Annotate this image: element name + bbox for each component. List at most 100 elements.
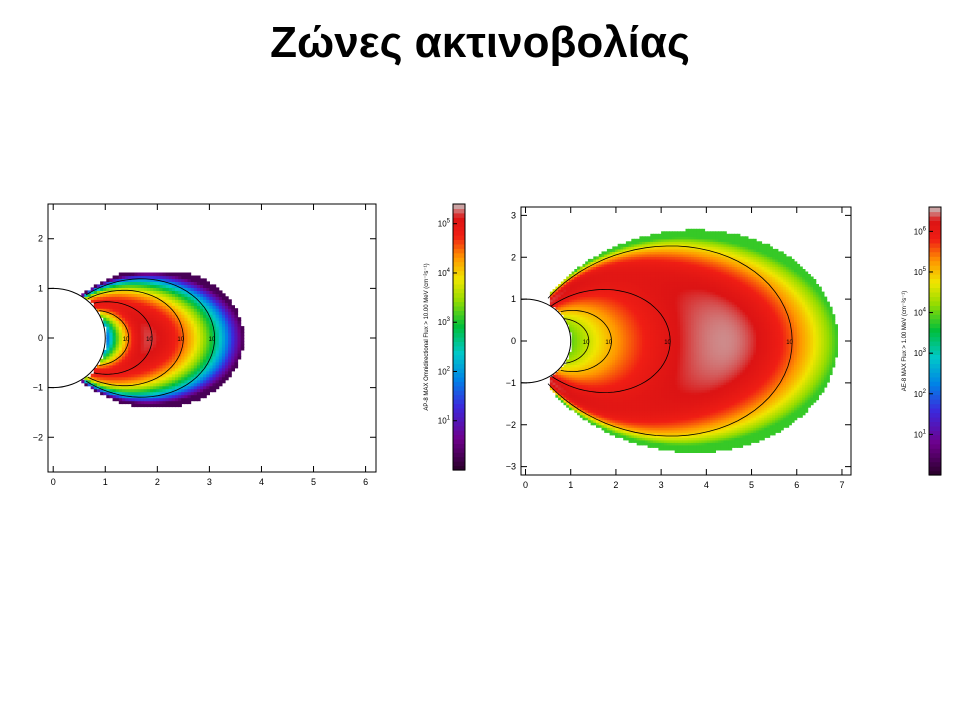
flux-cell — [100, 358, 104, 363]
flux-cell — [625, 394, 630, 398]
flux-cell — [617, 316, 621, 320]
flux-cell — [571, 331, 575, 335]
flux-cell — [181, 311, 185, 315]
flux-cell — [100, 299, 104, 303]
flux-cell — [563, 402, 567, 406]
flux-cell — [563, 392, 567, 396]
flux-cell — [218, 382, 223, 387]
flux-cell — [165, 296, 170, 300]
flux-cell — [146, 382, 151, 387]
flux-cell — [582, 359, 586, 363]
flux-cell — [178, 341, 182, 345]
flux-cell — [568, 279, 573, 283]
flux-cell — [187, 272, 192, 277]
flux-cell — [549, 301, 554, 305]
flux-cell — [206, 311, 210, 315]
flux-cell — [601, 344, 605, 348]
flux-cell — [587, 336, 592, 340]
flux-cell — [585, 296, 589, 300]
flux-cell — [203, 352, 207, 357]
flux-cell — [579, 289, 584, 293]
colorbar-cell — [453, 350, 465, 356]
flux-cell — [178, 349, 182, 354]
flux-cell — [593, 422, 597, 426]
flux-cell — [563, 397, 567, 401]
flux-cell — [212, 379, 217, 384]
flux-cell — [661, 412, 665, 416]
flux-cell — [642, 354, 646, 358]
flux-cell — [552, 389, 556, 393]
flux-cell — [634, 246, 638, 250]
flux-cell — [631, 424, 635, 428]
flux-cell — [620, 269, 624, 273]
flux-cell — [655, 261, 659, 265]
flux-cell — [153, 278, 157, 282]
flux-cell — [134, 287, 139, 291]
flux-cell — [615, 326, 619, 330]
flux-cell — [200, 290, 204, 294]
flux-cell — [604, 291, 608, 295]
flux-cell — [604, 412, 608, 416]
plot-area: 10 10 10 10 — [48, 272, 245, 408]
flux-cell — [206, 361, 210, 366]
flux-cell — [181, 329, 185, 333]
flux-cell — [636, 356, 640, 360]
flux-cell — [666, 344, 670, 348]
flux-cell — [571, 407, 575, 411]
flux-cell — [582, 387, 586, 391]
flux-cell — [612, 351, 616, 355]
flux-cell — [184, 379, 189, 384]
flux-cell — [125, 317, 129, 321]
flux-cell — [190, 394, 195, 399]
flux-cell — [566, 284, 570, 288]
flux-cell — [634, 389, 638, 393]
flux-cell — [653, 397, 657, 401]
flux-cell — [143, 314, 148, 318]
flux-cell — [601, 379, 605, 383]
flux-cell — [571, 374, 575, 378]
flux-cell — [666, 427, 670, 431]
flux-cell — [590, 377, 594, 381]
flux-cell — [598, 299, 603, 303]
flux-cell — [560, 372, 565, 376]
flux-cell — [669, 387, 673, 391]
flux-cell — [593, 407, 597, 411]
flux-cell — [623, 344, 627, 348]
flux-cell — [612, 289, 616, 293]
flux-cell — [115, 391, 120, 396]
flux-cell — [196, 376, 201, 381]
flux-cell — [178, 373, 182, 378]
flux-cell — [606, 427, 611, 431]
flux-cell — [620, 291, 624, 295]
flux-cell — [587, 394, 592, 398]
flux-cell — [175, 281, 179, 285]
flux-cell — [563, 364, 567, 368]
flux-cell — [617, 434, 621, 438]
flux-cell — [146, 305, 151, 309]
flux-cell — [571, 382, 575, 386]
flux-cell — [184, 314, 189, 318]
flux-cell — [623, 336, 627, 340]
flux-cell — [566, 392, 570, 396]
flux-cell — [653, 402, 657, 406]
flux-cell — [571, 271, 575, 275]
flux-cell — [175, 290, 179, 294]
flux-cell — [636, 311, 640, 315]
flux-cell — [663, 324, 668, 328]
flux-cell — [596, 374, 600, 378]
flux-cell — [596, 397, 600, 401]
flux-cell — [666, 372, 670, 376]
flux-cell — [171, 344, 176, 348]
flux-cell — [175, 403, 179, 408]
flux-cell — [661, 341, 665, 345]
flux-cell — [669, 419, 673, 423]
flux-cell — [658, 344, 662, 348]
flux-cell — [560, 384, 565, 388]
flux-cell — [577, 349, 581, 353]
flux-cell — [140, 305, 145, 309]
flux-cell — [150, 275, 154, 280]
flux-cell — [666, 412, 670, 416]
flux-cell — [582, 263, 586, 267]
flux-cell — [598, 291, 603, 295]
flux-cell — [187, 373, 192, 378]
